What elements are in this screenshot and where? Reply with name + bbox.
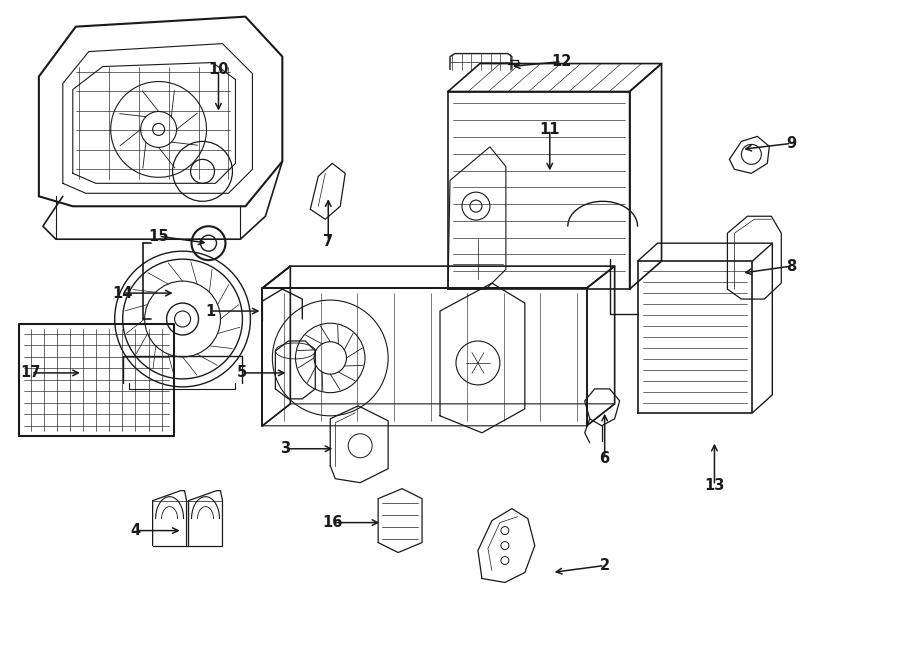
Text: 13: 13 — [705, 478, 725, 493]
Text: 10: 10 — [208, 62, 229, 77]
Text: 12: 12 — [552, 54, 572, 69]
Text: 5: 5 — [238, 366, 248, 381]
Circle shape — [166, 303, 199, 335]
Text: 17: 17 — [21, 366, 41, 381]
Text: 15: 15 — [148, 229, 169, 244]
Text: 6: 6 — [599, 451, 609, 466]
Text: 9: 9 — [787, 136, 796, 151]
Text: 11: 11 — [539, 122, 560, 137]
Text: 1: 1 — [205, 303, 216, 319]
Text: 8: 8 — [787, 258, 796, 274]
Text: 4: 4 — [130, 523, 140, 538]
Text: 14: 14 — [112, 286, 133, 301]
Text: 7: 7 — [323, 234, 333, 249]
Text: 2: 2 — [599, 558, 609, 573]
Text: 16: 16 — [322, 515, 342, 530]
Text: 3: 3 — [280, 442, 291, 456]
